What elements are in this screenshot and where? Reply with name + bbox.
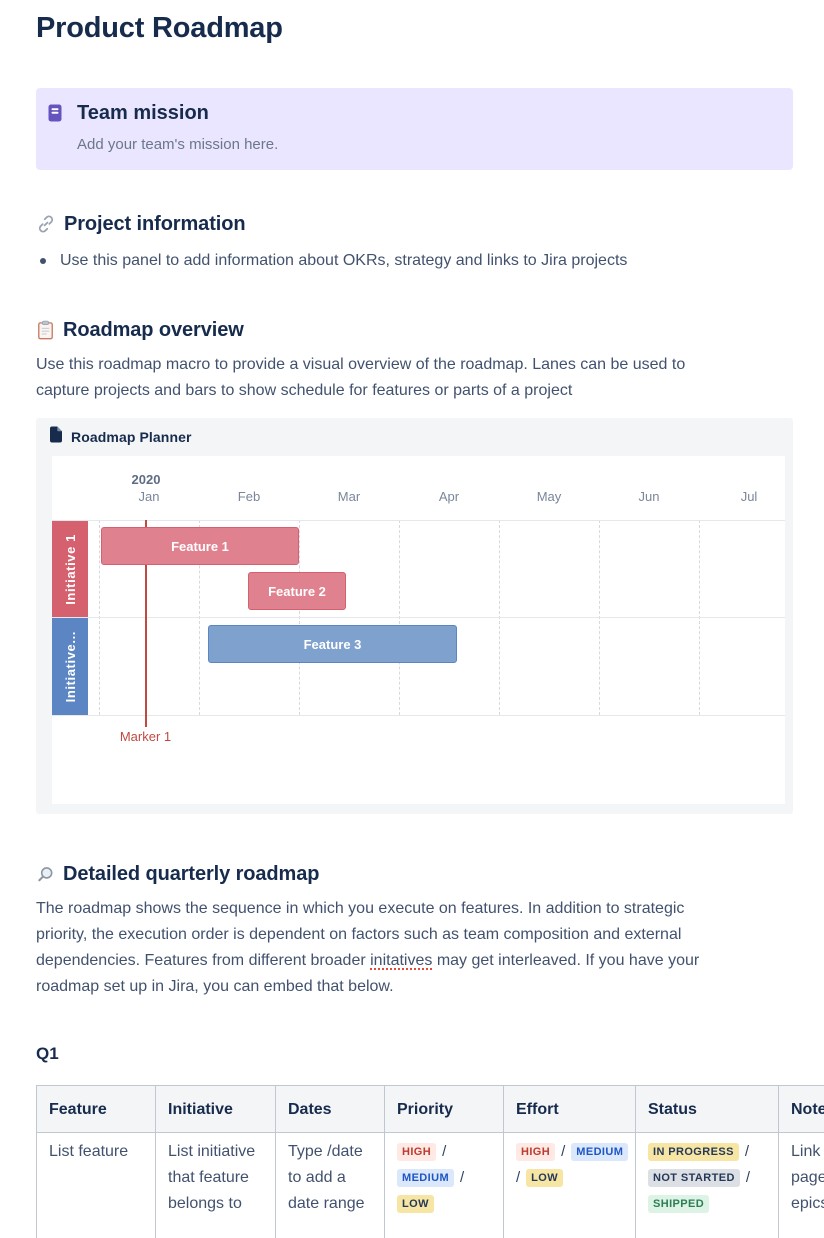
misspelled-word: initatives xyxy=(370,952,433,969)
lozenge-line: IN PROGRESS / xyxy=(648,1139,766,1165)
body-text-after: may get interleaved. If you have your ro… xyxy=(36,952,700,995)
cell-feature: List feature xyxy=(36,1132,156,1238)
page-icon xyxy=(49,426,63,448)
lozenge-line: MEDIUM / xyxy=(397,1165,491,1191)
month-label: Jun xyxy=(638,489,660,504)
lozenge-line: LOW xyxy=(397,1191,491,1217)
detailed-roadmap-body: The roadmap shows the sequence in which … xyxy=(36,896,792,1000)
bullet-dot xyxy=(40,258,46,264)
roadmap-overview-body: Use this roadmap macro to provide a visu… xyxy=(36,356,686,399)
cell-notes: Link pages and epics xyxy=(778,1132,824,1238)
magnifier-icon xyxy=(36,865,55,884)
slash-separator: / xyxy=(745,1169,750,1186)
section-title: Roadmap overview xyxy=(63,318,244,341)
header-initiative: Initiative xyxy=(155,1085,276,1133)
marker-label: Marker 1 xyxy=(119,729,172,744)
section-detailed-roadmap-heading: Detailed quarterly roadmap xyxy=(36,860,319,888)
clipboard-icon xyxy=(36,320,55,340)
gantt-bar: Feature 2 xyxy=(248,572,346,610)
q1-table-wrap: Feature Initiative Dates Priority Effort… xyxy=(36,1085,824,1238)
cell-priority: HIGH / MEDIUM / LOW xyxy=(384,1132,504,1238)
lane-label: Initiative 1 xyxy=(52,521,88,617)
slash-separator: / xyxy=(744,1143,749,1160)
lozenge-line: NOT STARTED / xyxy=(648,1165,766,1191)
lozenge-medium: MEDIUM xyxy=(397,1169,455,1187)
header-status: Status xyxy=(635,1085,779,1133)
lozenge-low: LOW xyxy=(397,1195,434,1213)
month-label: Mar xyxy=(337,489,361,504)
lane-border xyxy=(52,617,785,618)
table-row: List feature List initiative that featur… xyxy=(36,1132,824,1238)
cell-dates: Type /date to add a date range xyxy=(275,1132,385,1238)
table-header-row: Feature Initiative Dates Priority Effort… xyxy=(36,1085,824,1133)
lozenge-not-started: NOT STARTED xyxy=(648,1169,740,1187)
month-label: Apr xyxy=(438,489,460,504)
q1-heading: Q1 xyxy=(36,1044,59,1063)
macro-title: Roadmap Planner xyxy=(71,429,192,445)
header-effort: Effort xyxy=(503,1085,636,1133)
slash-separator: / xyxy=(442,1143,447,1160)
bullet-text: Use this panel to add information about … xyxy=(60,252,628,269)
roadmap-planner-macro: Roadmap Planner 2020 Jan Feb Mar Apr May Jun Ju… xyxy=(36,418,793,814)
year-label: 2020 xyxy=(131,472,161,487)
lozenge-line: HIGH / xyxy=(397,1139,491,1165)
cell-effort: HIGH / MEDIUM / LOW xyxy=(503,1132,636,1238)
header-priority: Priority xyxy=(384,1085,504,1133)
lane-label-text: Initiative 1 xyxy=(62,533,78,605)
link-icon xyxy=(36,214,56,234)
lozenge-line: / LOW xyxy=(516,1165,623,1191)
section-project-information-heading: Project information xyxy=(36,210,246,238)
bullet-item: Use this panel to add information about … xyxy=(36,248,780,274)
header-notes: Notes xyxy=(778,1085,824,1133)
roadmap-planner-header: Roadmap Planner xyxy=(49,426,192,448)
lane-label-text: Initiative... xyxy=(62,630,78,703)
slash-separator: / xyxy=(460,1169,465,1186)
marker-line xyxy=(144,520,147,727)
section-title: Project information xyxy=(64,212,246,235)
section-roadmap-overview-heading: Roadmap overview xyxy=(36,316,244,344)
mission-panel: Team mission Add your team's mission her… xyxy=(36,88,793,170)
header-feature: Feature xyxy=(36,1085,156,1133)
lozenge-line: SHIPPED xyxy=(648,1191,766,1217)
lozenge-in-progress: IN PROGRESS xyxy=(648,1143,739,1161)
gantt-bar: Feature 1 xyxy=(101,527,299,565)
page-title: Product Roadmap xyxy=(36,12,283,44)
cell-initiative: List initiative that feature belongs to xyxy=(155,1132,276,1238)
header-dates: Dates xyxy=(275,1085,385,1133)
lane-border xyxy=(52,715,785,716)
q1-table: Feature Initiative Dates Priority Effort… xyxy=(36,1085,824,1238)
lozenge-low: LOW xyxy=(526,1169,564,1187)
month-label: Jan xyxy=(138,489,160,504)
lozenge-high: HIGH xyxy=(397,1143,437,1161)
month-label: May xyxy=(536,489,562,504)
section-title: Detailed quarterly roadmap xyxy=(63,862,320,885)
month-label: Feb xyxy=(237,489,261,504)
lozenge-high: HIGH xyxy=(516,1143,556,1161)
lozenge-medium: MEDIUM xyxy=(571,1143,629,1161)
note-icon xyxy=(48,104,62,122)
body-text-before: The roadmap shows the sequence in which … xyxy=(36,900,685,969)
slash-separator: / xyxy=(561,1143,566,1160)
gantt-canvas: 2020 Jan Feb Mar Apr May Jun Jul Initiative 1 Ini… xyxy=(52,456,785,804)
lozenge-shipped: SHIPPED xyxy=(648,1195,710,1213)
lozenge-line: HIGH / MEDIUM xyxy=(516,1139,629,1165)
slash-separator: / xyxy=(516,1169,521,1186)
lane-border xyxy=(52,520,785,521)
mission-title: Team mission xyxy=(77,102,209,124)
lane-label: Initiative... xyxy=(52,618,88,715)
gantt-bar: Feature 3 xyxy=(208,625,457,663)
month-label: Jul xyxy=(740,489,758,504)
mission-body: Add your team's mission here. xyxy=(77,136,279,153)
cell-status: IN PROGRESS / NOT STARTED / SHIPPED xyxy=(635,1132,779,1238)
